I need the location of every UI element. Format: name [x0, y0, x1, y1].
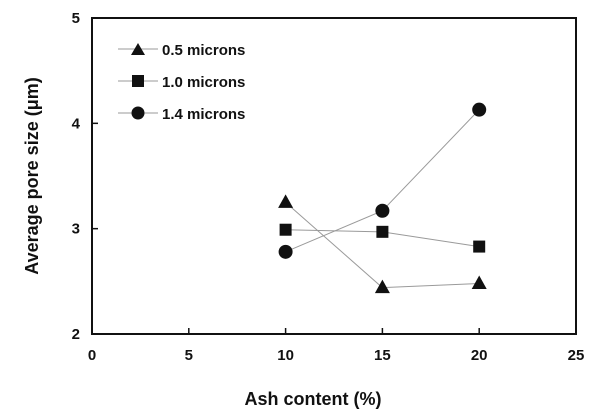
legend-item-1-0-microns: 1.0 microns [118, 74, 245, 91]
data-point-1-0-microns [279, 223, 292, 236]
x-tick-label: 25 [568, 347, 585, 364]
y-tick-label: 4 [72, 115, 81, 132]
data-point-0-5-microns [278, 194, 294, 208]
y-axis-title: Average pore size (μm) [22, 77, 42, 274]
legend-label-1-0-microns: 1.0 microns [162, 74, 245, 91]
plot-frame [91, 17, 577, 335]
legend-square-marker [132, 75, 144, 87]
data-point-1-0-microns [376, 225, 389, 238]
data-point-1-4-microns [472, 102, 487, 117]
x-tick-label: 5 [185, 347, 193, 364]
x-tick-labels: 0 5 10 15 20 25 [88, 347, 585, 364]
y-tick-label: 5 [72, 10, 80, 27]
data-point-0-5-microns [374, 279, 390, 294]
y-tick-label: 2 [72, 326, 80, 343]
x-tick-label: 10 [277, 347, 294, 364]
legend-circle-marker [131, 106, 145, 120]
legend-item-1-4-microns: 1.4 microns [118, 106, 245, 123]
legend-triangle-marker [131, 43, 145, 55]
data-point-1-4-microns [375, 203, 390, 218]
y-tick-label: 3 [72, 221, 80, 238]
series-lines [285, 109, 480, 289]
x-axis-title: Ash content (%) [245, 389, 382, 409]
data-point-1-4-microns [278, 244, 293, 259]
legend-label-0-5-microns: 0.5 microns [162, 42, 245, 59]
x-tick-label: 20 [471, 347, 488, 364]
axis-ticks [91, 17, 577, 335]
legend: 0.5 microns 1.0 microns 1.4 microns [118, 42, 245, 123]
legend-label-1-4-microns: 1.4 microns [162, 106, 245, 123]
x-tick-label: 0 [88, 347, 96, 364]
y-tick-labels: 2 3 4 5 [72, 10, 81, 343]
x-tick-label: 15 [374, 347, 391, 364]
series-markers [278, 102, 487, 294]
data-point-1-0-microns [473, 240, 486, 253]
data-point-0-5-microns [471, 275, 487, 289]
legend-item-0-5-microns: 0.5 microns [118, 42, 245, 59]
